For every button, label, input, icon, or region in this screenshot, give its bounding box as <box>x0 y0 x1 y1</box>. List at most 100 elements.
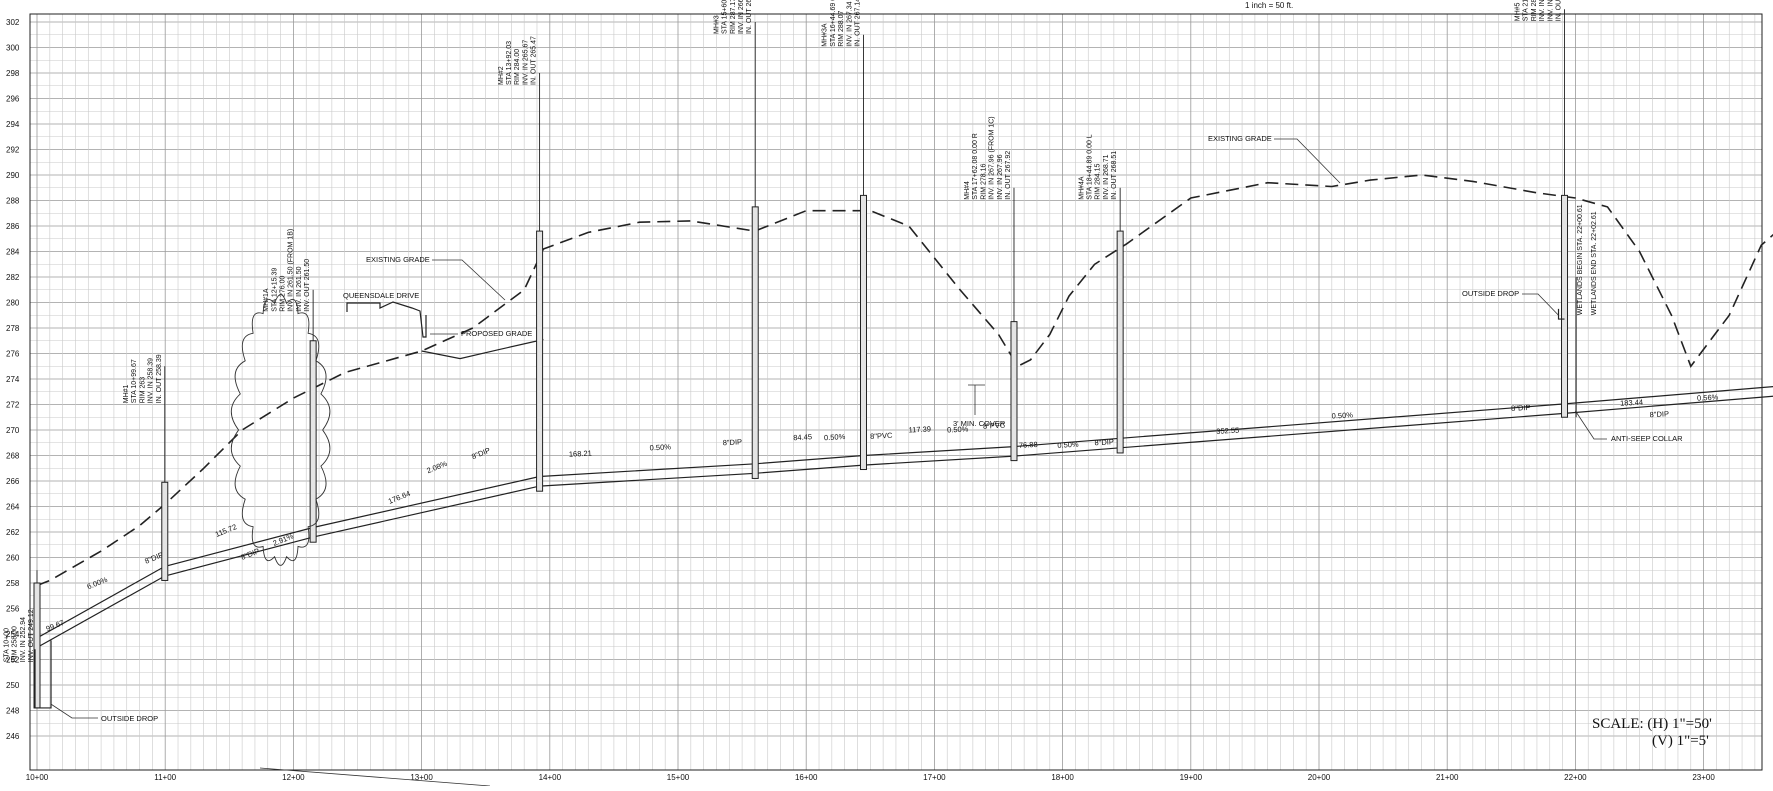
segment-material: 8"PVC <box>983 421 1006 431</box>
segment-slope: 2.08% <box>425 459 448 475</box>
elevation-tick: 254 <box>6 630 20 639</box>
manhole-label: MH#3 <box>713 15 720 34</box>
scale-line-1: SCALE: (H) 1"=50' <box>1592 716 1712 732</box>
manhole-label: STA 16+44.69 0.00 L <box>830 0 837 47</box>
segment-length: 168.21 <box>569 449 592 459</box>
elevation-tick: 280 <box>6 299 20 308</box>
manhole-label: MH#3A <box>822 23 829 47</box>
station-tick: 10+00 <box>26 773 49 782</box>
elevation-tick: 264 <box>6 503 20 512</box>
wetlands-begin: WETLANDS BEGIN STA. 22+00.61 <box>1577 204 1584 315</box>
station-tick: 15+00 <box>667 773 690 782</box>
manhole-mh3a <box>859 194 867 471</box>
segment-length: 183.44 <box>1620 398 1643 408</box>
segment-material: 8"DIP <box>1094 437 1114 447</box>
elevation-tick: 274 <box>6 375 20 384</box>
manhole-label: INV. IN 267.34 <box>846 1 853 46</box>
station-tick: 23+00 <box>1692 773 1715 782</box>
manhole-label: RIM 284.00 <box>514 49 521 85</box>
existing-grade-label-2: EXISTING GRADE <box>1208 134 1272 143</box>
existing-grade-leader <box>432 259 506 301</box>
segment-length: 117.39 <box>908 424 931 434</box>
manhole-label: STA 10+00 <box>3 628 10 662</box>
elevation-tick: 292 <box>6 146 20 155</box>
grade-lines <box>36 174 1773 587</box>
manhole-mh4a <box>1116 230 1124 454</box>
elevation-tick: 278 <box>6 324 20 333</box>
axis-labels: 302 300 298 296 294 292 290 288 286 284 282 280 278 2… <box>6 18 1715 782</box>
outside-drop-leader-2 <box>1522 293 1559 316</box>
manhole-label: RIM 287.17 <box>730 0 737 34</box>
manhole-label: STA 15+60.24 0.00 L <box>722 0 729 34</box>
anti-seep-label: ANTI-SEEP COLLAR <box>1611 434 1683 443</box>
manhole-label: RIM 288.07 <box>838 10 845 46</box>
segment-length: 76.88 <box>1019 440 1038 450</box>
min-cover-label: 3' MIN. COVER <box>953 419 1006 428</box>
manhole-label: IN. OUT 265.47 <box>531 36 538 85</box>
segment-slope: 0.50% <box>824 432 846 442</box>
manhole-label: STA 10+99.67 <box>131 359 138 403</box>
manhole-label: RIM 263 <box>139 377 146 404</box>
manhole-label: RIM 284.15 <box>1095 163 1102 199</box>
elevation-tick: 282 <box>6 273 20 282</box>
manhole-label: MH#4A <box>1078 176 1085 200</box>
station-tick: 21+00 <box>1436 773 1459 782</box>
manhole-label: STA 18+44.89 0.00 L <box>1087 134 1094 200</box>
outside-drop-label-2: OUTSIDE DROP <box>1462 289 1519 298</box>
elevation-tick: 256 <box>6 605 20 614</box>
manhole-mh1a <box>309 340 317 543</box>
station-tick: 11+00 <box>154 773 176 782</box>
segment-length: 176.64 <box>387 489 412 506</box>
elevation-tick: 266 <box>6 477 20 486</box>
station-tick: 18+00 <box>1051 773 1074 782</box>
outside-drop-label-1: OUTSIDE DROP <box>101 714 158 723</box>
existing-grade-line <box>36 174 1773 587</box>
segment-slope: 0.50% <box>649 442 671 452</box>
existing-grade-leader-2 <box>1274 138 1341 184</box>
manhole-label: RIM 276.00 <box>280 275 287 311</box>
revision-cloud <box>230 294 331 566</box>
segment-length: 84.45 <box>793 432 812 442</box>
elevation-tick: 284 <box>6 248 20 257</box>
manhole-label: RIM 258.00 <box>12 626 19 662</box>
segment-slope: 0.50% <box>947 424 969 434</box>
elevation-tick: 250 <box>6 681 20 690</box>
manhole-label: MH#4 <box>964 181 971 200</box>
outside-drop-1 <box>34 640 52 709</box>
segment-material: 8"DIP <box>1511 403 1531 413</box>
elevation-tick: 298 <box>6 69 20 78</box>
manhole-label: INV. IN 267.96 <box>997 154 1004 199</box>
manhole-label: INV. OUT 261.50 <box>304 259 311 312</box>
manhole-label: INV. IN 272.67 <box>1539 0 1546 21</box>
elevation-tick: 294 <box>6 120 20 129</box>
wetlands-end: WETLANDS END STA. 22+02.61 <box>1591 211 1598 315</box>
manhole-label: STA 12+15.39 <box>271 268 278 312</box>
bottom-leader <box>259 767 491 787</box>
station-tick: 13+00 <box>410 773 433 782</box>
manhole-label: RIM 289.26 <box>1531 0 1538 21</box>
elevation-tick: 260 <box>6 554 20 563</box>
elevation-tick: 290 <box>6 171 20 180</box>
anti-seep-leader <box>1575 410 1607 440</box>
scale-line-2: (V) 1"=5' <box>1652 733 1709 749</box>
manhole-label: IN. OUT 268.51 <box>1111 151 1118 200</box>
pipe-crown-line <box>36 386 1773 639</box>
elevation-tick: 272 <box>6 401 20 410</box>
elevation-tick: 270 <box>6 426 20 435</box>
manhole-label: MH#5 <box>1515 2 1522 21</box>
manhole-label: STA 21+91.51 0.00 L <box>1523 0 1530 21</box>
manhole-mh4 <box>1010 321 1018 462</box>
manhole-label: INV. IN 266.71 <box>738 0 745 34</box>
manhole-mh2 <box>536 230 544 492</box>
header-scale-note: 1 inch = 50 ft. <box>1245 1 1293 10</box>
manhole-label: INV. IN 267.96 (FROM 1C) <box>989 116 996 199</box>
elevation-tick: 300 <box>6 44 20 53</box>
station-tick: 14+00 <box>539 773 562 782</box>
segment-material: 8"DIP <box>1649 409 1669 419</box>
segment-slope: 0.50% <box>1057 440 1079 450</box>
elevation-tick: 252 <box>6 656 20 665</box>
proposed-grade-line <box>421 338 544 360</box>
manhole-label: STA 13+92.03 <box>506 41 513 85</box>
manhole-label: IN. OUT 267.92 <box>1005 151 1012 200</box>
